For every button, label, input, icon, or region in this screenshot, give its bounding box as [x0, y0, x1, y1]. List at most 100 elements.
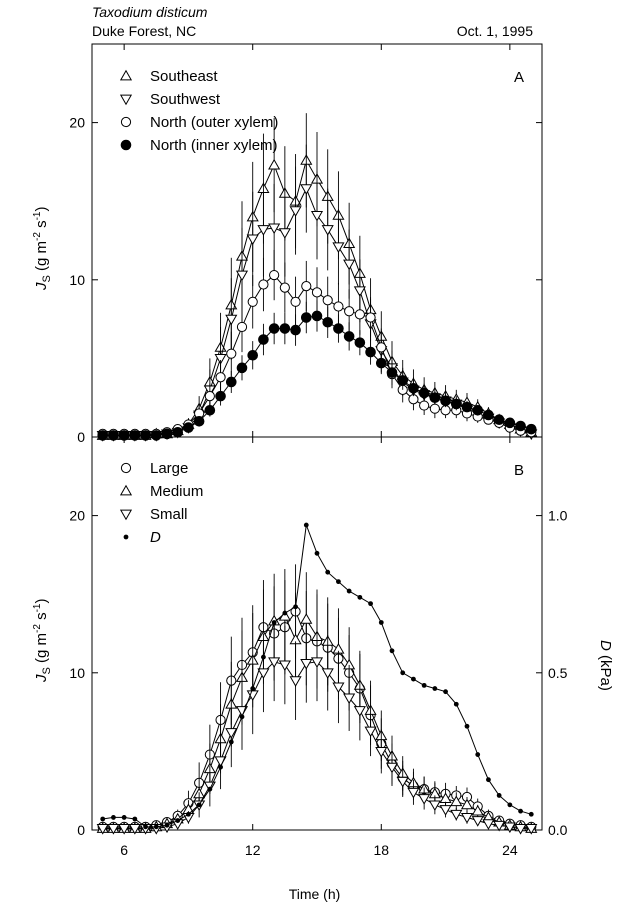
data-point [268, 158, 281, 170]
data-point [525, 423, 537, 435]
legend-marker [120, 139, 132, 151]
panel-b-y2-label: D (kPa) [597, 640, 614, 691]
data-point [378, 620, 384, 625]
data-point [97, 430, 109, 441]
data-point [325, 569, 331, 575]
data-point [321, 225, 334, 236]
x-tick-label: 12 [245, 842, 261, 858]
data-point [460, 798, 474, 810]
data-point [293, 604, 298, 610]
data-point [408, 382, 419, 394]
panel-a-legend: Southeast Southwest North (outer xylem) Nor… [119, 68, 278, 154]
data-point [322, 295, 333, 306]
data-point [257, 668, 270, 680]
data-point [196, 802, 202, 808]
data-point [225, 728, 238, 739]
y-tick-label: 0 [77, 429, 85, 445]
y-tick-label: 20 [69, 508, 85, 524]
data-point [343, 331, 355, 342]
panel-a-y-label: JS (g m-2 s-1) [32, 207, 53, 292]
data-point [175, 818, 181, 823]
data-point [450, 398, 462, 410]
data-point [354, 309, 365, 320]
data-point [236, 362, 248, 374]
data-point [464, 723, 470, 729]
data-point [396, 776, 409, 788]
site-label: Duke Forest, NC [92, 23, 197, 39]
x-axis-label: Time (h) [288, 886, 341, 902]
y-tick-label: 20 [69, 115, 85, 131]
data-point [247, 296, 258, 307]
data-point [428, 800, 441, 812]
data-point [332, 242, 345, 253]
data-point [439, 805, 452, 816]
panel-b: B 6 12 18 24 0 10 20 0.0 0.5 1.0 Large Medium Small… [32, 436, 614, 858]
data-point [389, 648, 395, 654]
legend-label: Large [150, 460, 188, 477]
data-point [258, 279, 269, 290]
data-point [118, 824, 131, 835]
y2-tick-label: 0.5 [548, 665, 568, 681]
data-point [268, 223, 281, 235]
data-point [429, 403, 440, 414]
data-point [128, 824, 141, 835]
data-point [525, 824, 538, 835]
data-point [336, 579, 341, 585]
data-point [375, 747, 388, 758]
data-point [140, 430, 151, 441]
data-point [183, 422, 194, 433]
legend-marker [119, 69, 133, 81]
data-point [354, 337, 366, 348]
data-point [282, 610, 288, 616]
y2-tick-label: 1.0 [548, 508, 568, 524]
data-point [432, 686, 438, 691]
data-point [496, 793, 502, 798]
data-point [215, 390, 226, 402]
legend-marker [120, 116, 132, 128]
legend-marker [119, 484, 133, 496]
data-point [278, 660, 291, 672]
data-point [421, 682, 427, 688]
data-point [311, 287, 323, 298]
legend-item: Southeast [119, 68, 218, 85]
data-point [471, 804, 484, 816]
data-point [153, 824, 159, 830]
data-point [375, 357, 387, 369]
y-tick-label: 0 [77, 822, 85, 838]
x-tick-label: 18 [373, 842, 389, 858]
data-point [303, 522, 309, 528]
data-point [471, 816, 484, 827]
legend-marker [120, 462, 132, 474]
data-point [311, 310, 323, 322]
data-point [289, 676, 302, 687]
data-point [333, 301, 344, 312]
legend-label: Small [150, 506, 188, 523]
data-point [386, 367, 398, 378]
data-point [364, 726, 377, 738]
data-point [385, 762, 399, 774]
data-point [450, 795, 463, 807]
data-point [486, 777, 491, 783]
data-point [172, 426, 184, 438]
data-point [482, 819, 495, 830]
data-point [258, 334, 269, 345]
legend-label: Southwest [150, 91, 221, 108]
data-point [515, 420, 526, 432]
data-point [300, 184, 313, 195]
data-point [472, 404, 484, 416]
data-point [353, 706, 366, 717]
legend-marker [123, 534, 129, 540]
data-point [346, 588, 352, 594]
legend-item: Medium [119, 483, 203, 500]
data-point [453, 701, 459, 707]
data-point [96, 824, 109, 835]
panel-b-y-label: JS (g m-2 s-1) [32, 599, 53, 684]
data-point [143, 824, 148, 830]
data-point [365, 346, 376, 358]
data-point [132, 816, 138, 822]
data-point [365, 312, 376, 323]
data-point [215, 372, 226, 383]
legend-marker [119, 509, 133, 521]
data-point [121, 815, 127, 820]
data-point [204, 391, 215, 402]
